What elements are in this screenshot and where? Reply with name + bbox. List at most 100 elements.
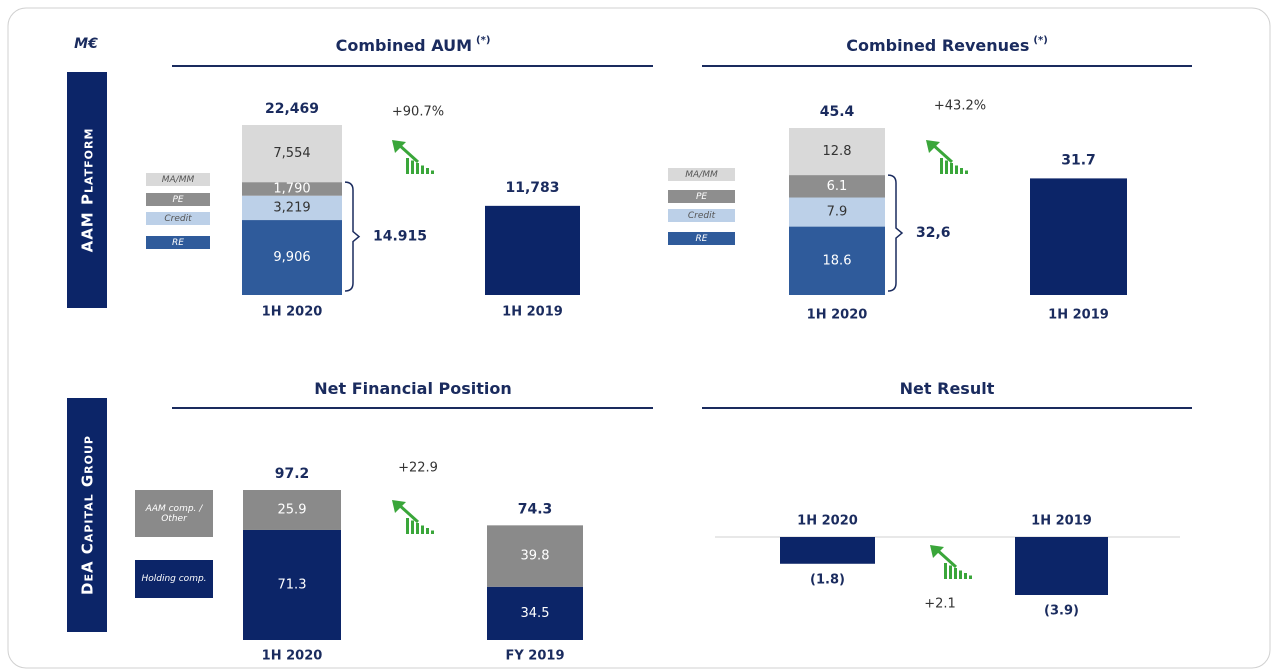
legend-label-box: Holding comp. [141,574,207,584]
group-label: DeA Capital Group [79,435,97,595]
bar-segment [789,226,885,295]
total-label: 74.3 [518,501,553,517]
x-tick-label: 1H 2019 [502,305,563,320]
bar-segment [789,197,885,227]
total-label: 11,783 [505,180,559,196]
subtotal-bracket [887,174,904,292]
total-label: 22,469 [265,101,319,117]
legend-swatch [146,173,210,186]
value-label: 6.1 [827,179,848,194]
chart-title: Combined AUM (*) [336,35,491,55]
legend-swatch [668,168,735,181]
bar-segment [789,175,885,198]
bar [1015,537,1108,595]
legend-label-box: PE [172,194,184,205]
icon-bar [431,530,434,534]
legend-label: PE [695,191,708,202]
value-label: 1,790 [273,181,310,196]
legend-label: Holding comp. [141,574,207,584]
legend-swatch [146,193,210,206]
icon-arrow [396,502,420,524]
legend-label: Credit [687,210,716,221]
title-text: Net Financial Position [314,379,512,398]
icon-arrow [934,547,958,569]
icon-arrowhead [392,140,406,153]
icon-bar [406,158,409,174]
legend-label-box: AAM comp. / Other [145,503,203,524]
x-tick-label: 1H 2020 [807,308,868,323]
title-text: Combined Revenues [846,36,1029,55]
legend-swatch [668,190,735,203]
icon-bar [954,568,957,579]
change-label: +90.7% [392,105,444,120]
icon-bar [964,573,967,579]
title-note: (*) [476,35,490,46]
title-note: (*) [1033,35,1047,46]
icon-arrow [396,142,420,164]
growth-icon [926,140,968,174]
icon-bar [955,165,958,174]
total-label: 45.4 [820,104,855,120]
bar [485,205,580,295]
icon-bar [416,523,419,534]
value-label: 39.8 [521,549,550,564]
total-label: 97.2 [275,466,310,482]
subtotal-label: 14.915 [373,229,427,245]
value-label: 7.9 [827,205,848,220]
icon-bar [969,575,972,579]
value-label: 12.8 [823,144,852,159]
legend-label-box: RE [695,233,708,244]
legend-swatch [668,232,735,245]
legend-label: PE [172,194,184,205]
icon-bar [945,160,948,174]
legend-label: MA/MM [685,169,718,180]
subtotal-bracket [344,181,361,292]
legend-label: RE [695,233,708,244]
bar [1030,178,1127,295]
icon-bar [416,163,419,174]
growth-icon [392,500,434,534]
x-tick-label: 1H 2020 [797,514,858,529]
icon-bar [421,165,424,174]
title-text: Net Result [900,379,995,398]
x-tick-label: 1H 2019 [1031,514,1092,529]
change-label: +43.2% [934,99,986,114]
bar-segment [243,529,341,640]
growth-icon [930,545,972,579]
icon-bar [940,158,943,174]
x-tick-label: 1H 2020 [262,649,323,664]
legend-swatch [146,212,210,225]
subtotal-label: 32,6 [916,225,951,241]
group-band [67,72,107,308]
group-band [67,398,107,632]
legend-label-box: PE [695,191,708,202]
value-label: (3.9) [1044,604,1079,619]
legend-swatch [668,209,735,222]
icon-bar [421,525,424,534]
value-label: 34.5 [521,606,550,621]
chart-title: Net Financial Position [314,379,512,398]
legend-label: MA/MM [161,174,195,185]
value-label: 71.3 [278,577,307,592]
icon-bar [411,520,414,534]
legend-label: AAM comp. / Other [145,503,203,524]
legend-swatch [146,236,210,249]
bar [780,537,875,564]
legend-swatch [135,560,213,598]
bar-segment [242,182,342,196]
icon-bar [411,160,414,174]
icon-arrowhead [930,545,944,558]
icon-bar [950,163,953,174]
legend-label-box: RE [172,238,184,248]
value-label: 18.6 [823,253,852,268]
icon-bar [959,570,962,579]
icon-bar [949,565,952,579]
growth-icon [392,140,434,174]
icon-arrow [930,142,954,164]
legend-label-box: MA/MM [685,169,718,180]
bar-segment [242,125,342,183]
group-label: AAM Platform [79,128,97,253]
icon-bar [431,170,434,174]
bar-segment [487,586,583,640]
chart-title: Combined Revenues (*) [846,35,1048,55]
